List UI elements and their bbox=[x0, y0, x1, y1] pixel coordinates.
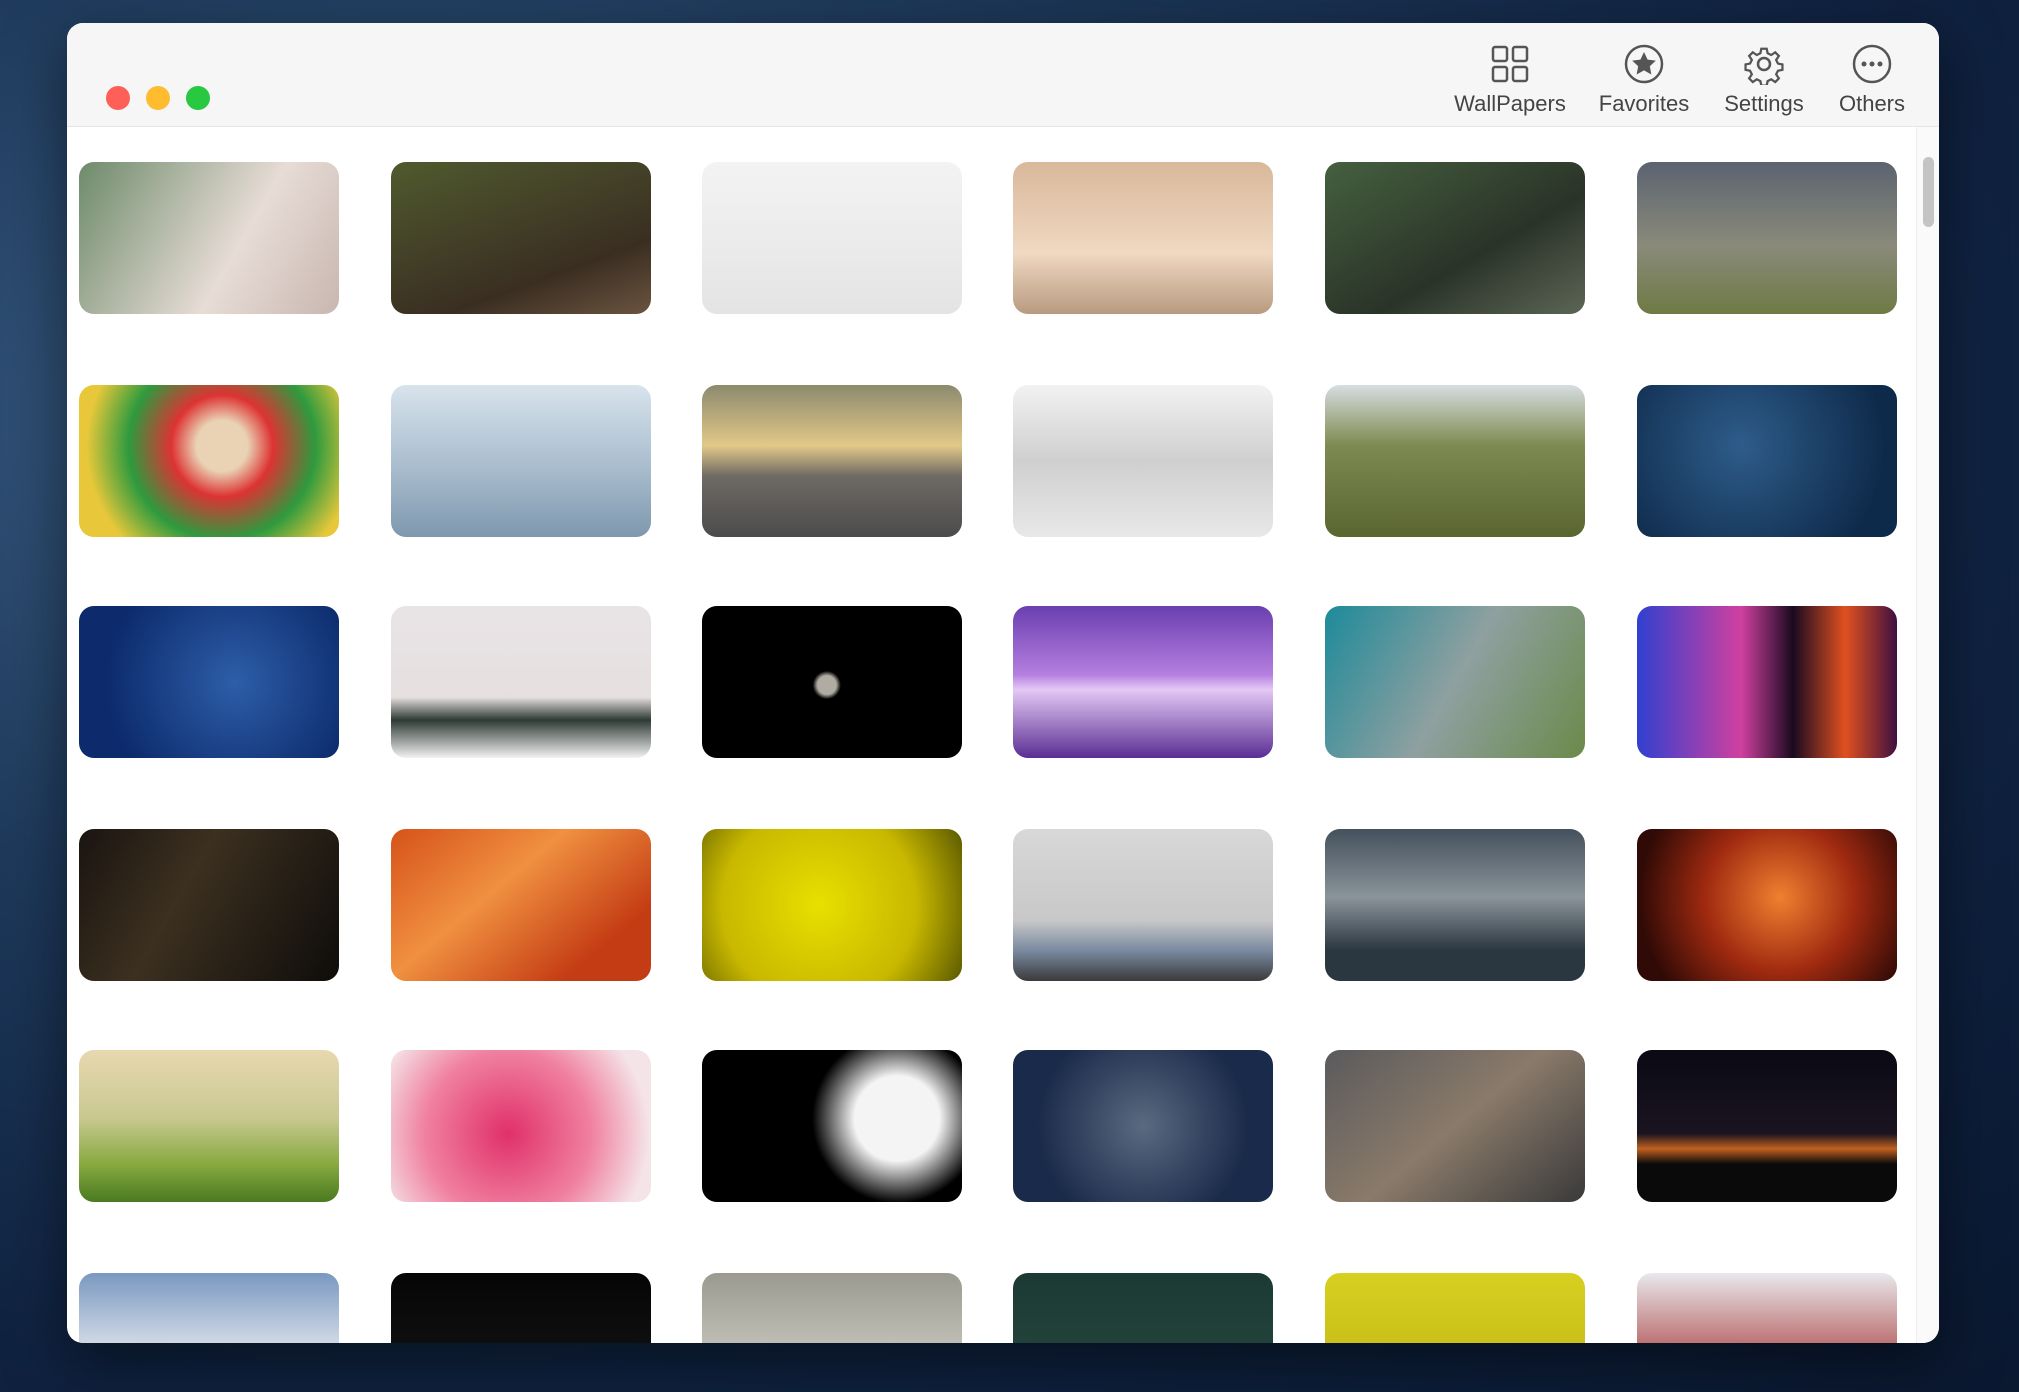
wallpaper-thumbnail[interactable] bbox=[702, 829, 962, 981]
wallpapers-tab[interactable]: WallPapers bbox=[1445, 43, 1575, 117]
wallpaper-thumbnail[interactable] bbox=[79, 1050, 339, 1202]
favorites-icon bbox=[1624, 44, 1664, 84]
favorites-tab[interactable]: Favorites bbox=[1579, 43, 1709, 117]
wallpaper-thumbnail[interactable] bbox=[1325, 829, 1585, 981]
wallpaper-thumbnail[interactable] bbox=[1637, 162, 1897, 314]
wallpaper-thumbnail[interactable] bbox=[1637, 1273, 1897, 1343]
wallpaper-thumbnail[interactable] bbox=[1013, 1273, 1273, 1343]
wallpaper-thumbnail[interactable] bbox=[702, 162, 962, 314]
wallpaper-thumbnail[interactable] bbox=[1325, 606, 1585, 758]
zoom-button[interactable] bbox=[186, 86, 210, 110]
minimize-button[interactable] bbox=[146, 86, 170, 110]
close-button[interactable] bbox=[106, 86, 130, 110]
wallpaper-thumbnail[interactable] bbox=[79, 829, 339, 981]
others-icon bbox=[1852, 44, 1892, 84]
scrollbar[interactable] bbox=[1916, 127, 1939, 1343]
wallpaper-thumbnail[interactable] bbox=[1013, 385, 1273, 537]
tab-label: Settings bbox=[1724, 91, 1804, 116]
tab-label: WallPapers bbox=[1454, 91, 1566, 116]
wallpaper-thumbnail[interactable] bbox=[1013, 162, 1273, 314]
wallpaper-thumbnail[interactable] bbox=[391, 162, 651, 314]
tab-label: Favorites bbox=[1598, 91, 1690, 116]
others-tab[interactable]: Others bbox=[1807, 43, 1937, 117]
settings-tab[interactable]: Settings bbox=[1699, 43, 1829, 117]
wallpaper-thumbnail[interactable] bbox=[1637, 1050, 1897, 1202]
wallpaper-thumbnail[interactable] bbox=[1325, 162, 1585, 314]
wallpaper-thumbnail[interactable] bbox=[79, 162, 339, 314]
tab-label: Others bbox=[1838, 91, 1906, 116]
wallpaper-thumbnail[interactable] bbox=[702, 385, 962, 537]
wallpaper-thumbnail[interactable] bbox=[391, 1273, 651, 1343]
titlebar: WallPapers Favorites Settings Others bbox=[67, 23, 1939, 127]
settings-icon bbox=[1744, 47, 1784, 85]
wallpapers-icon bbox=[1491, 45, 1529, 83]
wallpaper-thumbnail[interactable] bbox=[702, 1050, 962, 1202]
wallpaper-thumbnail[interactable] bbox=[391, 1050, 651, 1202]
wallpaper-thumbnail[interactable] bbox=[702, 606, 962, 758]
wallpaper-grid bbox=[67, 127, 1907, 1343]
app-window: WallPapers Favorites Settings Others bbox=[67, 23, 1939, 1343]
wallpaper-thumbnail[interactable] bbox=[1013, 606, 1273, 758]
scroll-thumb[interactable] bbox=[1923, 157, 1934, 227]
wallpaper-thumbnail[interactable] bbox=[1325, 1273, 1585, 1343]
wallpaper-thumbnail[interactable] bbox=[391, 829, 651, 981]
wallpaper-thumbnail[interactable] bbox=[1013, 829, 1273, 981]
wallpaper-thumbnail[interactable] bbox=[79, 606, 339, 758]
wallpaper-thumbnail[interactable] bbox=[79, 385, 339, 537]
wallpaper-thumbnail[interactable] bbox=[391, 385, 651, 537]
wallpaper-thumbnail[interactable] bbox=[1325, 1050, 1585, 1202]
wallpaper-thumbnail[interactable] bbox=[79, 1273, 339, 1343]
wallpaper-thumbnail[interactable] bbox=[1325, 385, 1585, 537]
wallpaper-thumbnail[interactable] bbox=[1013, 1050, 1273, 1202]
wallpaper-thumbnail[interactable] bbox=[702, 1273, 962, 1343]
wallpaper-thumbnail[interactable] bbox=[1637, 385, 1897, 537]
wallpaper-thumbnail[interactable] bbox=[391, 606, 651, 758]
wallpaper-thumbnail[interactable] bbox=[1637, 829, 1897, 981]
wallpaper-thumbnail[interactable] bbox=[1637, 606, 1897, 758]
